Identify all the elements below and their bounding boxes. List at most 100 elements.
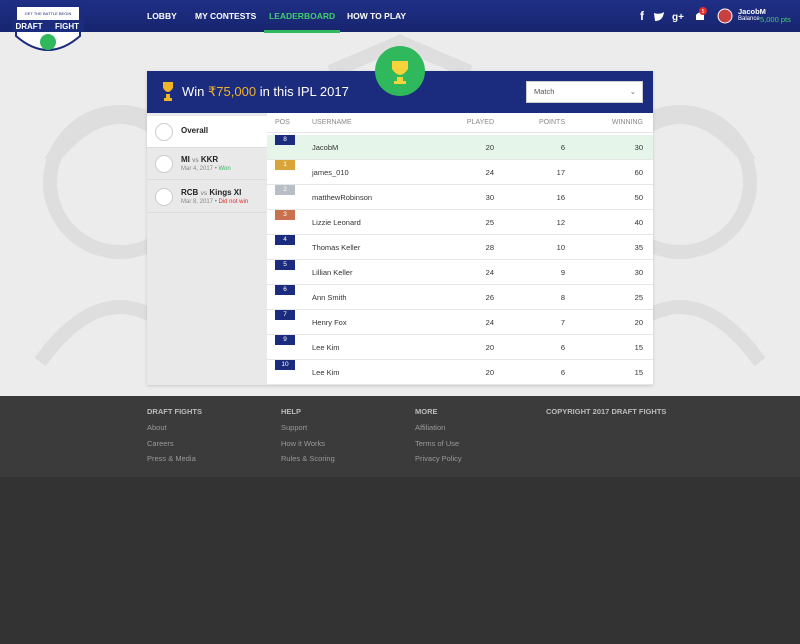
notification-count: 5 bbox=[702, 9, 705, 15]
table-header bbox=[267, 114, 653, 133]
winning: 15 bbox=[634, 368, 643, 377]
played: 20 bbox=[485, 343, 494, 352]
table-row[interactable]: 1 james_010 24 17 60 bbox=[267, 160, 653, 185]
username: Lizzie Leonard bbox=[312, 218, 361, 227]
team: Kings XI bbox=[209, 188, 242, 197]
column-header: USERNAME bbox=[312, 119, 352, 126]
vs: vs bbox=[192, 157, 199, 164]
column-header: PLAYED bbox=[466, 119, 494, 126]
footer-link[interactable]: How it Works bbox=[281, 438, 326, 448]
footer-link[interactable]: Affiliation bbox=[415, 423, 446, 432]
user-name[interactable]: JacobM bbox=[738, 7, 766, 16]
footer-link[interactable]: Careers bbox=[147, 438, 174, 448]
played: 25 bbox=[485, 218, 494, 227]
table-row[interactable]: 9 Lee Kim 20 6 15 bbox=[267, 335, 653, 360]
match-status: Won bbox=[218, 166, 231, 172]
winning: 30 bbox=[634, 143, 643, 152]
prize-title: Win ₹75,000 in this IPL 2017 bbox=[182, 84, 349, 100]
nav-link[interactable]: LOBBY bbox=[147, 11, 177, 21]
nav-link[interactable]: LEADERBOARD bbox=[264, 0, 341, 33]
footer bbox=[0, 396, 800, 477]
footer-link[interactable]: Terms of Use bbox=[415, 438, 460, 448]
username: james_010 bbox=[312, 168, 349, 177]
prize-prefix: Win bbox=[182, 84, 205, 99]
played: 28 bbox=[485, 243, 494, 252]
column-header: WINNING bbox=[611, 119, 643, 126]
played: 20 bbox=[485, 368, 494, 377]
logo-word: FIGHT bbox=[55, 22, 79, 31]
footer-link[interactable]: Press & Media bbox=[147, 454, 196, 463]
table-row[interactable]: 5 Lillian Keller 24 9 30 bbox=[267, 260, 653, 285]
footer-heading: DRAFT FIGHTS bbox=[147, 407, 202, 416]
played: 26 bbox=[485, 293, 494, 302]
position-badge: 10 bbox=[275, 360, 295, 370]
top-bar bbox=[0, 0, 800, 32]
google-icon[interactable]: g+ bbox=[672, 12, 684, 23]
table-row[interactable]: 8 JacobM 20 6 30 bbox=[267, 135, 653, 160]
position-badge: 9 bbox=[275, 335, 295, 345]
match-status: Did not win bbox=[218, 199, 249, 205]
balance-label: Balance bbox=[738, 16, 760, 22]
select-arrow: ⌄ bbox=[629, 87, 636, 96]
winning: 15 bbox=[634, 343, 643, 352]
prize-suffix: in this IPL 2017 bbox=[259, 84, 349, 99]
footer-link[interactable]: Rules & Scoring bbox=[281, 454, 335, 463]
position-badge: 1 bbox=[275, 160, 295, 170]
balance: 5,000 pts bbox=[760, 15, 791, 24]
facebook-icon[interactable]: f bbox=[640, 9, 645, 23]
username: Ann Smith bbox=[312, 293, 347, 302]
username: Thomas Keller bbox=[312, 243, 361, 252]
nav-link[interactable]: HOW TO PLAY bbox=[347, 11, 407, 21]
username: JacobM bbox=[312, 143, 339, 152]
winning: 25 bbox=[634, 293, 643, 302]
twitter-icon[interactable] bbox=[654, 12, 664, 21]
match-meta: Mar 8, 2017 • Did not win bbox=[181, 199, 249, 205]
username: matthewRobinson bbox=[312, 193, 373, 202]
table-row[interactable]: 2 matthewRobinson 30 16 50 bbox=[267, 185, 653, 210]
match-select[interactable]: Match ⌄ bbox=[526, 81, 643, 103]
points: 16 bbox=[556, 193, 565, 202]
match-date: Mar 4, 2017 bbox=[181, 166, 214, 172]
table-row[interactable]: 6 Ann Smith 26 8 25 bbox=[267, 285, 653, 310]
prize-amount: ₹75,000 bbox=[208, 84, 257, 99]
winning: 30 bbox=[634, 268, 643, 277]
footer-link[interactable]: Privacy Policy bbox=[415, 454, 462, 463]
position-badge: 5 bbox=[275, 260, 295, 270]
team: MI bbox=[181, 155, 190, 164]
match-title: MI vs KKR bbox=[181, 155, 218, 164]
played: 24 bbox=[485, 318, 494, 327]
logo-word: DRAFT bbox=[15, 22, 42, 31]
table-row[interactable]: 4 Thomas Keller 28 10 35 bbox=[267, 235, 653, 260]
position-badge: 4 bbox=[275, 235, 295, 245]
footer-link[interactable]: About bbox=[147, 423, 167, 432]
winning: 35 bbox=[634, 243, 643, 252]
avatar[interactable] bbox=[717, 8, 733, 24]
match-meta: Mar 4, 2017 • Won bbox=[181, 166, 231, 172]
position-badge: 7 bbox=[275, 310, 295, 320]
username: Henry Fox bbox=[312, 318, 347, 327]
header-icons: f g+ 5 bbox=[640, 7, 707, 23]
sidebar-item[interactable]: Overall bbox=[147, 116, 267, 148]
nav-link[interactable]: MY CONTESTS bbox=[195, 11, 257, 21]
match-title: RCB vs Kings XI bbox=[181, 188, 241, 197]
table-row[interactable]: 10 Lee Kim 20 6 15 bbox=[267, 360, 653, 385]
username: Lillian Keller bbox=[312, 268, 353, 277]
footer-link[interactable]: Support bbox=[281, 423, 308, 432]
points: 9 bbox=[560, 268, 565, 277]
winning: 60 bbox=[634, 168, 643, 177]
winning: 20 bbox=[634, 318, 643, 327]
table-row[interactable]: 7 Henry Fox 24 7 20 bbox=[267, 310, 653, 335]
table-row[interactable]: 3 Lizzie Leonard 25 12 40 bbox=[267, 210, 653, 235]
points: 8 bbox=[560, 293, 565, 302]
points: 12 bbox=[556, 218, 565, 227]
column-header: POS bbox=[275, 119, 290, 126]
sidebar-item[interactable]: RCB vs Kings XI Mar 8, 2017 • Did not wi… bbox=[147, 181, 267, 213]
footer-heading: HELP bbox=[281, 407, 302, 416]
winning: 50 bbox=[634, 193, 643, 202]
points: 6 bbox=[560, 143, 565, 152]
played: 20 bbox=[485, 143, 494, 152]
logo[interactable]: GET THE BATTLE BEGIN DRAFT FIGHT bbox=[12, 2, 84, 60]
sidebar-item[interactable]: MI vs KKR Mar 4, 2017 • Won bbox=[147, 148, 267, 180]
